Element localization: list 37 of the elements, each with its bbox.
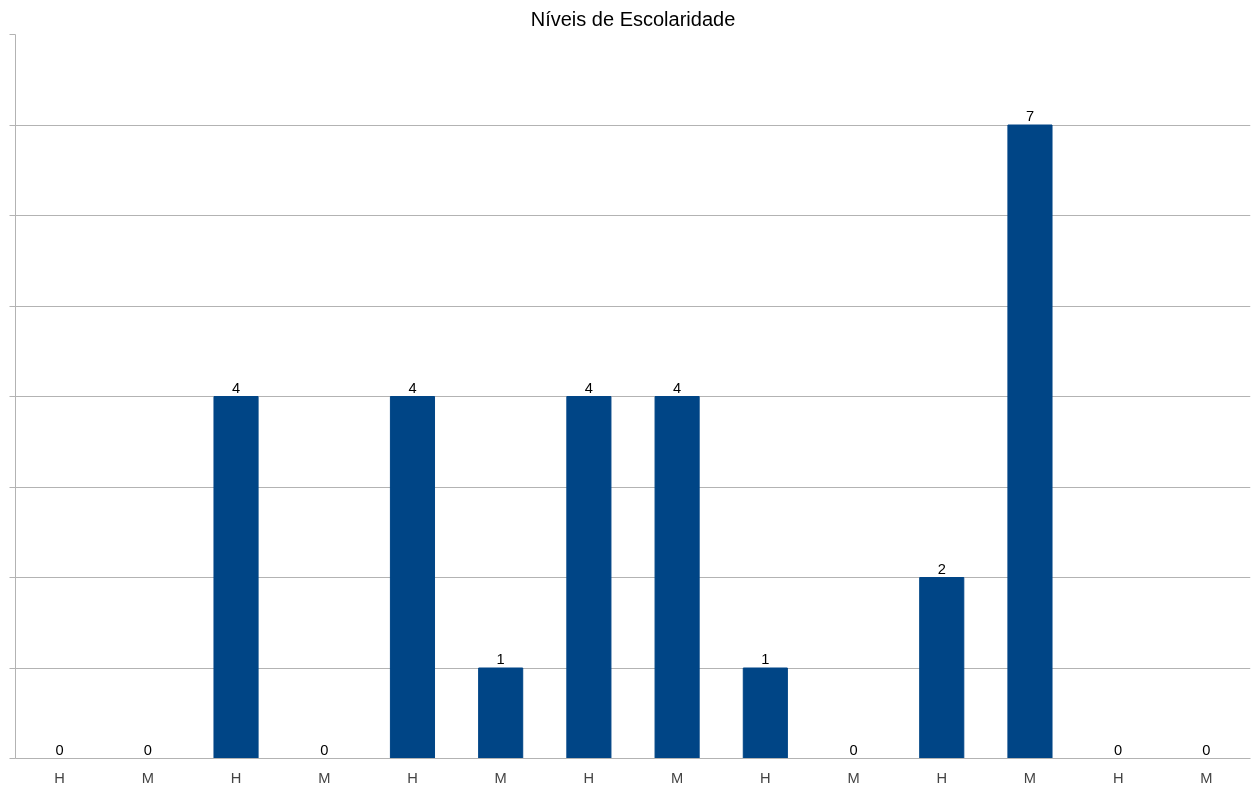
x-tick-label: M bbox=[847, 769, 860, 786]
x-tick-label: H bbox=[583, 769, 595, 786]
x-tick-label: H bbox=[936, 769, 948, 786]
x-tick-label: M bbox=[141, 769, 154, 786]
bar bbox=[566, 396, 612, 759]
bar bbox=[742, 667, 788, 759]
x-tick-label: H bbox=[1112, 769, 1124, 786]
bar bbox=[213, 396, 259, 759]
data-label: 1 bbox=[761, 651, 770, 667]
data-label: 0 bbox=[143, 741, 152, 758]
bar bbox=[1007, 124, 1053, 759]
bar bbox=[389, 396, 436, 759]
data-label: 1 bbox=[496, 651, 505, 667]
data-label: 0 bbox=[1114, 741, 1123, 758]
data-label: 4 bbox=[408, 379, 417, 396]
data-label: 0 bbox=[55, 741, 64, 758]
data-label: 4 bbox=[673, 379, 682, 396]
x-tick-label: M bbox=[1023, 769, 1037, 786]
bar bbox=[478, 667, 524, 759]
data-label: 4 bbox=[231, 379, 241, 396]
data-label: 7 bbox=[1025, 108, 1035, 124]
x-tick-label: M bbox=[494, 769, 507, 786]
data-label: 0 bbox=[1202, 741, 1211, 758]
x-tick-label: M bbox=[671, 769, 684, 786]
data-label: 0 bbox=[320, 741, 329, 758]
chart-title: Níveis de Escolaridade bbox=[530, 7, 736, 30]
x-tick-label: H bbox=[54, 769, 65, 786]
x-tick-label: M bbox=[318, 769, 331, 786]
x-tick-label: H bbox=[760, 769, 771, 786]
data-label: 4 bbox=[584, 379, 593, 396]
bar bbox=[919, 577, 965, 759]
bar bbox=[654, 396, 700, 759]
x-tick-label: H bbox=[230, 769, 242, 786]
data-label: 0 bbox=[849, 741, 858, 758]
x-tick-label: M bbox=[1200, 769, 1213, 786]
x-tick-label: H bbox=[407, 769, 418, 786]
data-label: 2 bbox=[937, 560, 946, 577]
